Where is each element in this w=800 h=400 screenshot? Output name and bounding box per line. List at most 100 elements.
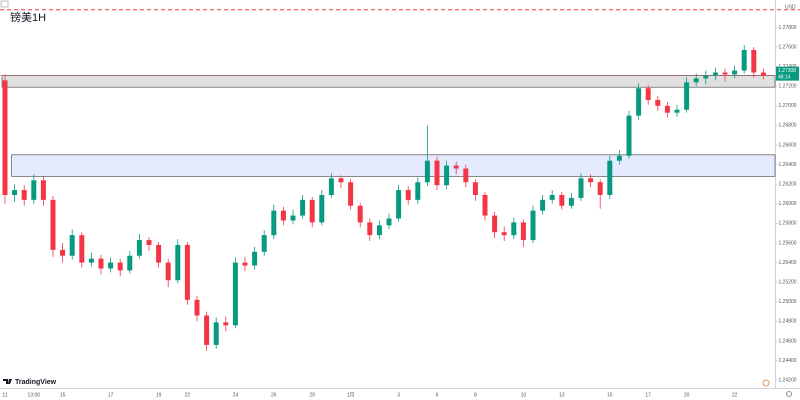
candle [376, 220, 382, 240]
candle-body [156, 244, 162, 263]
x-tick-label: 10 [521, 392, 527, 398]
candle-body [703, 75, 709, 79]
candle-body [367, 222, 373, 236]
candle [722, 68, 728, 82]
x-tick-label: 17 [645, 392, 651, 398]
candle-body [722, 72, 728, 75]
candle-body [760, 72, 766, 76]
candle [636, 83, 642, 120]
y-tick-label: 1.24800 [779, 319, 797, 325]
x-tick-label: 29 [309, 392, 315, 398]
candle-body [88, 258, 94, 263]
candle-body [578, 178, 584, 198]
candle [588, 174, 594, 188]
candle [88, 252, 94, 267]
candle-body [751, 49, 757, 73]
candle-body [549, 194, 555, 200]
candle [530, 205, 536, 243]
candle [319, 190, 325, 226]
x-tick-label: 19 [156, 392, 162, 398]
candle-body [530, 210, 536, 241]
y-tick-label: 1.24200 [779, 377, 797, 383]
candle [712, 67, 718, 81]
candle [520, 219, 526, 247]
candle [165, 258, 171, 288]
candle-body [184, 244, 190, 300]
candle-body [559, 194, 565, 206]
candle-body [108, 262, 114, 269]
candle [60, 242, 66, 263]
candle [684, 77, 690, 113]
candle [444, 160, 450, 190]
candle-body [607, 160, 613, 195]
candle-body [511, 222, 517, 236]
candle [453, 161, 459, 175]
candle-body [204, 315, 210, 345]
candle [328, 173, 334, 198]
y-tick-label: 1.24400 [779, 358, 797, 364]
event-icon[interactable] [762, 379, 770, 387]
candle-body [175, 244, 181, 281]
candle-body [588, 178, 594, 183]
candle-body [40, 180, 46, 200]
candle [2, 74, 8, 204]
candle-body [146, 240, 152, 245]
x-tick-label: 11 [2, 392, 7, 398]
x-tick-label: 6 [436, 392, 439, 398]
candle [578, 173, 584, 201]
candle-body [492, 215, 498, 233]
candle [348, 179, 354, 210]
candle-body [424, 160, 430, 183]
candle-body [69, 235, 75, 256]
candle-body [280, 210, 286, 221]
candle-body [664, 105, 670, 113]
candle-body [252, 251, 258, 266]
candle [396, 185, 402, 222]
candle [261, 230, 267, 256]
candle-body [482, 194, 488, 216]
candle-body [405, 190, 411, 200]
candle [511, 217, 517, 240]
candle [127, 250, 133, 274]
y-tick-label: 1.24600 [779, 338, 797, 344]
candle [434, 156, 440, 191]
candle-body [21, 190, 27, 200]
x-tick-label: 22 [732, 392, 738, 398]
candle [204, 311, 210, 351]
candle [597, 179, 603, 209]
candle-body [636, 88, 642, 116]
candle-body [472, 182, 478, 195]
y-tick-label: 1.26400 [779, 162, 797, 168]
candle [732, 65, 738, 79]
candle [626, 110, 632, 159]
price-zone [1, 75, 776, 88]
candle-body [655, 99, 661, 106]
candle-body [328, 178, 334, 195]
candle-body [338, 178, 344, 183]
candle [271, 204, 277, 240]
currency-label[interactable]: USD [785, 4, 796, 10]
candle-body [415, 182, 421, 200]
x-tick-label: 26 [271, 392, 277, 398]
candle [405, 186, 411, 205]
settings-icon[interactable] [786, 391, 792, 397]
candle-body [2, 80, 8, 195]
candle-body [357, 205, 363, 223]
collapse-icon[interactable] [0, 0, 9, 8]
candle [12, 184, 18, 202]
candle [616, 149, 622, 165]
candle [146, 237, 152, 251]
candle-body [261, 235, 267, 252]
candle-body [60, 249, 66, 256]
candle-body [376, 225, 382, 236]
candle-body [520, 222, 526, 241]
x-tick-label: 13:00 [28, 392, 41, 398]
last-price-box [776, 66, 799, 81]
x-tick-label: 15 [60, 392, 66, 398]
candle [492, 211, 498, 239]
candle [338, 175, 344, 189]
candle [664, 101, 670, 118]
candle [79, 232, 85, 268]
x-tick-label: 1月 [347, 392, 355, 398]
countdown-label: 48:14 [778, 74, 791, 80]
